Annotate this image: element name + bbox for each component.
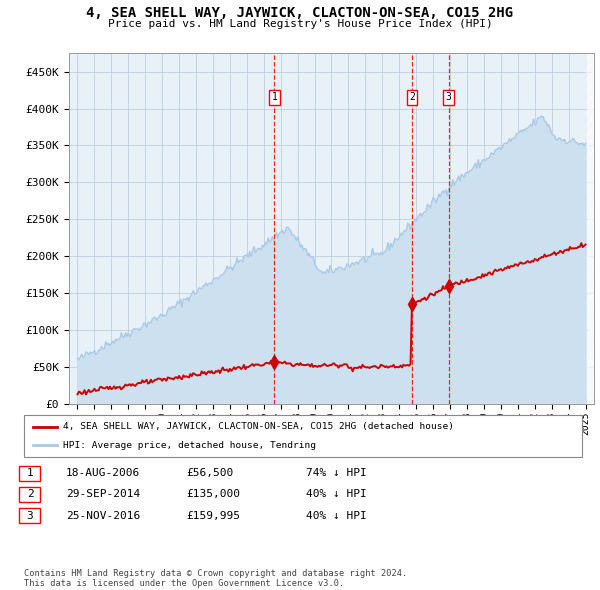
Text: 2: 2 bbox=[26, 490, 34, 499]
Text: 1: 1 bbox=[26, 468, 34, 478]
Text: Contains HM Land Registry data © Crown copyright and database right 2024.
This d: Contains HM Land Registry data © Crown c… bbox=[24, 569, 407, 588]
Text: £56,500: £56,500 bbox=[186, 468, 233, 478]
Text: 29-SEP-2014: 29-SEP-2014 bbox=[66, 490, 140, 499]
Text: 40% ↓ HPI: 40% ↓ HPI bbox=[306, 490, 367, 499]
Text: 1: 1 bbox=[271, 93, 277, 103]
Text: 2: 2 bbox=[409, 93, 415, 103]
Bar bbox=[586, 53, 594, 404]
Text: 3: 3 bbox=[26, 511, 34, 520]
Text: 74% ↓ HPI: 74% ↓ HPI bbox=[306, 468, 367, 478]
Text: 4, SEA SHELL WAY, JAYWICK, CLACTON-ON-SEA, CO15 2HG: 4, SEA SHELL WAY, JAYWICK, CLACTON-ON-SE… bbox=[86, 6, 514, 20]
Text: 40% ↓ HPI: 40% ↓ HPI bbox=[306, 511, 367, 520]
Text: £135,000: £135,000 bbox=[186, 490, 240, 499]
Text: 25-NOV-2016: 25-NOV-2016 bbox=[66, 511, 140, 520]
Text: £159,995: £159,995 bbox=[186, 511, 240, 520]
Text: 3: 3 bbox=[446, 93, 452, 103]
Text: 18-AUG-2006: 18-AUG-2006 bbox=[66, 468, 140, 478]
Text: HPI: Average price, detached house, Tendring: HPI: Average price, detached house, Tend… bbox=[63, 441, 316, 450]
Text: Price paid vs. HM Land Registry's House Price Index (HPI): Price paid vs. HM Land Registry's House … bbox=[107, 19, 493, 30]
Text: 4, SEA SHELL WAY, JAYWICK, CLACTON-ON-SEA, CO15 2HG (detached house): 4, SEA SHELL WAY, JAYWICK, CLACTON-ON-SE… bbox=[63, 422, 454, 431]
